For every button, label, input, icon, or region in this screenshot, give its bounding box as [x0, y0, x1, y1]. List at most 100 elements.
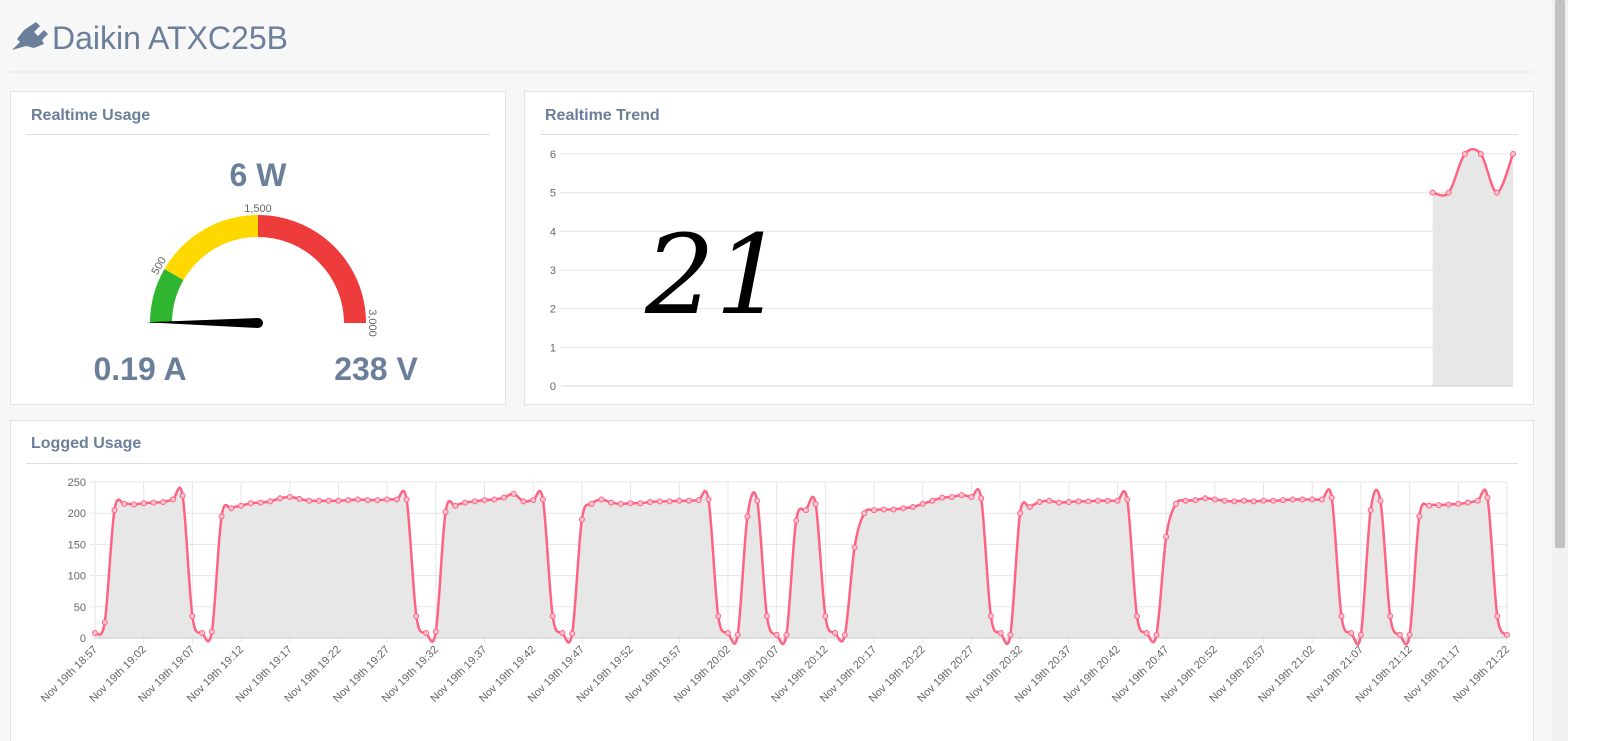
- point: [763, 613, 770, 620]
- point: [510, 490, 517, 497]
- power-value: 6 W: [230, 157, 288, 193]
- point: [744, 513, 751, 520]
- point: [637, 500, 644, 507]
- point: [608, 499, 615, 506]
- y-tick-label: 2: [550, 304, 556, 316]
- point: [1007, 631, 1014, 638]
- point: [900, 505, 907, 512]
- point: [724, 630, 731, 637]
- y-tick-label: 100: [68, 571, 86, 583]
- point: [393, 496, 400, 503]
- point: [335, 497, 342, 504]
- y-tick-label: 4: [550, 226, 556, 238]
- point: [189, 613, 196, 620]
- panel: [10, 91, 506, 405]
- point: [1202, 495, 1209, 502]
- point: [296, 495, 303, 502]
- point: [549, 613, 556, 620]
- point: [841, 631, 848, 638]
- point: [861, 510, 868, 517]
- point: [1221, 497, 1228, 504]
- point: [676, 497, 683, 504]
- point: [481, 497, 488, 504]
- point: [598, 496, 605, 503]
- point: [228, 505, 235, 512]
- point: [325, 497, 332, 504]
- point: [656, 498, 663, 505]
- point: [1036, 498, 1043, 505]
- gauge-tick-label: 1,500: [244, 203, 272, 215]
- point: [1396, 631, 1403, 638]
- point: [919, 500, 926, 507]
- point: [1426, 502, 1433, 509]
- area: [95, 487, 1507, 645]
- point: [199, 630, 206, 637]
- gauge-band: [150, 269, 184, 323]
- gauge-tick-label: 3,000: [366, 309, 378, 337]
- point: [345, 497, 352, 504]
- point: [1338, 613, 1345, 620]
- point: [987, 613, 994, 620]
- point: [734, 631, 741, 638]
- point: [491, 496, 498, 503]
- point: [647, 498, 654, 505]
- panel-title: Realtime Usage: [31, 107, 150, 124]
- point: [257, 499, 264, 506]
- scrollbar-thumb[interactable]: [1555, 0, 1565, 548]
- y-tick-label: 0: [550, 381, 556, 393]
- point: [130, 501, 137, 508]
- point: [1377, 497, 1384, 504]
- point: [1429, 189, 1436, 196]
- point: [627, 500, 634, 507]
- point: [218, 513, 225, 520]
- point: [978, 495, 985, 502]
- point: [1387, 613, 1394, 620]
- point: [1231, 498, 1238, 505]
- point: [267, 498, 274, 505]
- point: [1046, 497, 1053, 504]
- point: [686, 497, 693, 504]
- point: [909, 503, 916, 510]
- point: [1163, 533, 1170, 540]
- panel-title: Realtime Trend: [545, 107, 660, 124]
- gauge-needle: [146, 318, 259, 328]
- y-tick-label: 200: [68, 508, 86, 520]
- point: [1465, 499, 1472, 506]
- point: [1510, 151, 1516, 157]
- point: [1153, 631, 1160, 638]
- point: [1192, 497, 1199, 504]
- point: [783, 631, 790, 638]
- point: [306, 497, 313, 504]
- point: [871, 507, 878, 514]
- point: [588, 500, 595, 507]
- point: [569, 630, 576, 637]
- gauge-band: [164, 215, 258, 280]
- voltage-value: 238 V: [334, 351, 418, 387]
- point: [812, 500, 819, 507]
- point: [1250, 498, 1257, 505]
- point: [1416, 513, 1423, 520]
- point: [559, 630, 566, 637]
- point: [1328, 494, 1335, 501]
- point: [208, 628, 215, 635]
- page-title: Daikin ATXC25B: [52, 20, 288, 56]
- point: [1182, 497, 1189, 504]
- point: [851, 544, 858, 551]
- point: [968, 493, 975, 500]
- point: [160, 498, 167, 505]
- point: [150, 499, 157, 506]
- point: [1445, 501, 1452, 508]
- point: [277, 495, 284, 502]
- point: [1299, 496, 1306, 503]
- point: [1270, 497, 1277, 504]
- point: [1241, 497, 1248, 504]
- point: [705, 496, 712, 503]
- point: [1493, 189, 1500, 196]
- point: [413, 613, 420, 620]
- point: [1455, 500, 1462, 507]
- point: [423, 630, 430, 637]
- point: [1143, 630, 1150, 637]
- point: [1474, 497, 1481, 504]
